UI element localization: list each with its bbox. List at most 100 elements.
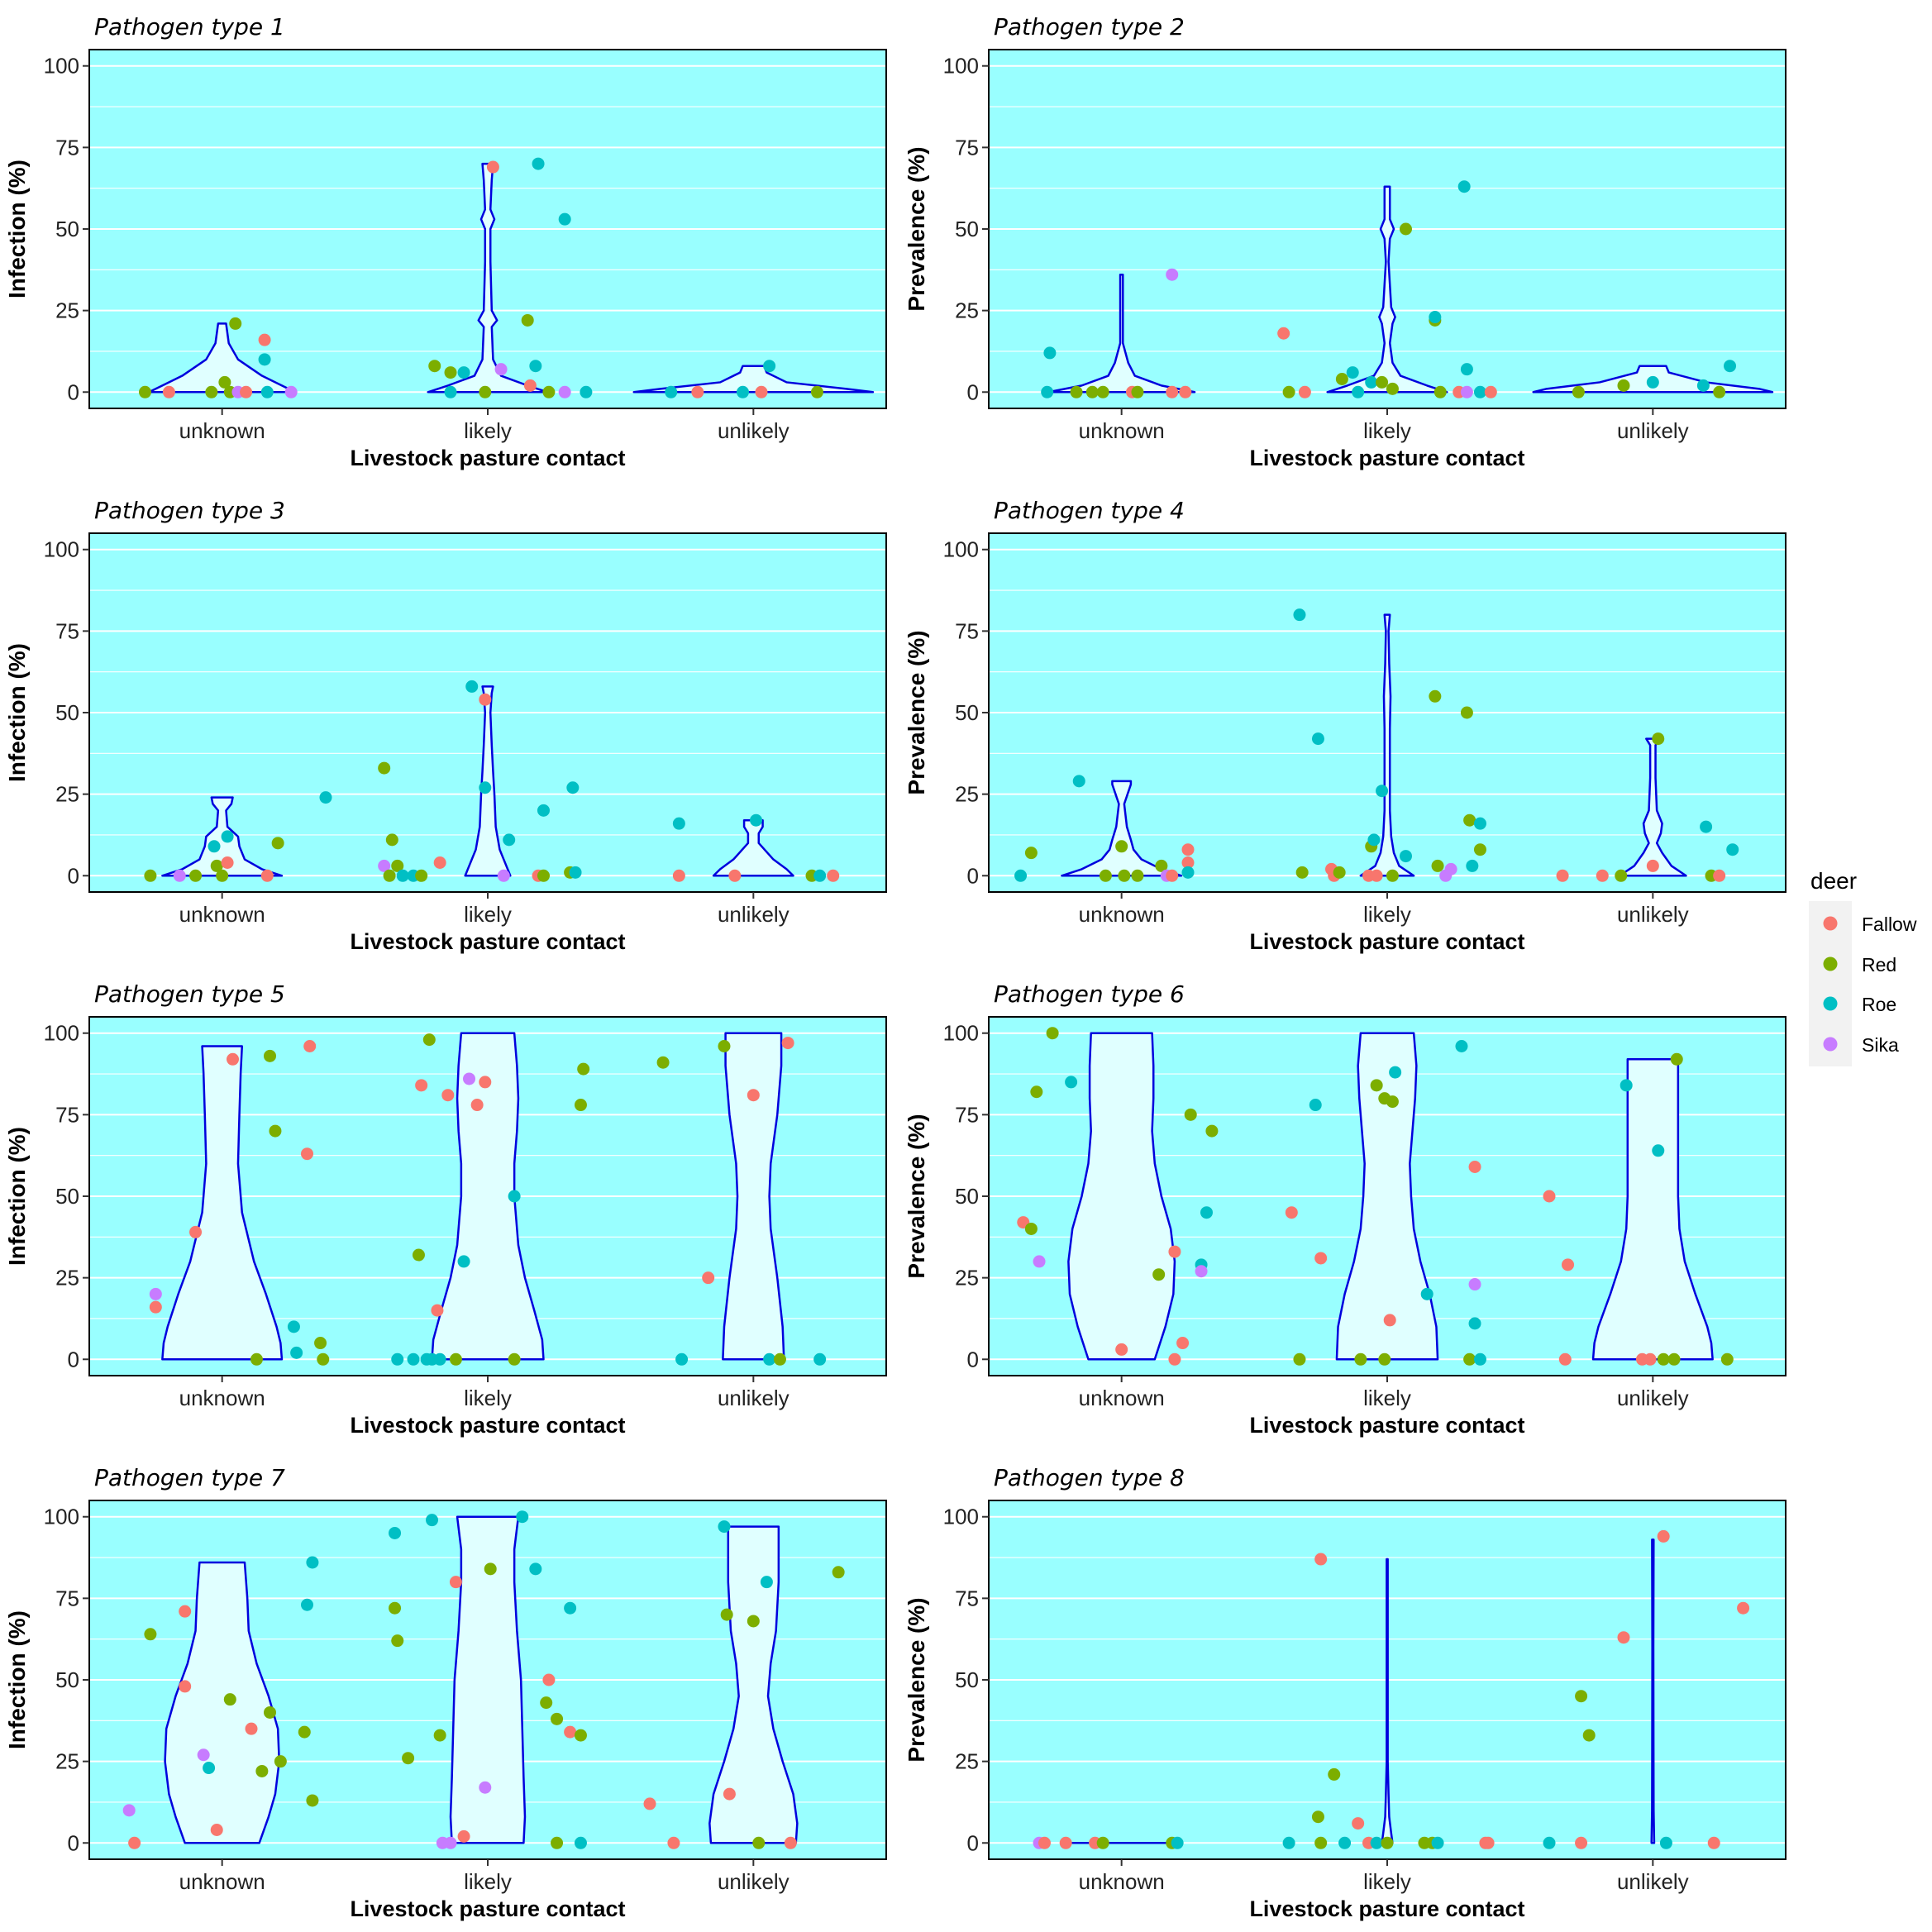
data-point-roe xyxy=(1352,385,1365,398)
data-point-sika xyxy=(497,869,510,882)
y-axis-label: Prevalence (%) xyxy=(904,1114,929,1278)
data-point-red xyxy=(1713,385,1726,398)
data-point-red xyxy=(1152,1268,1166,1281)
data-point-roe xyxy=(1365,375,1378,389)
data-point-fallow xyxy=(1166,869,1179,882)
data-point-red xyxy=(1184,1108,1197,1121)
data-point-fallow xyxy=(479,693,492,706)
x-axis-label: Livestock pasture contact xyxy=(1249,446,1524,470)
y-tick-label: 50 xyxy=(55,1667,79,1692)
data-point-roe xyxy=(580,385,593,398)
y-tick-label: 25 xyxy=(955,1266,979,1290)
panel-title: Pathogen type 4 xyxy=(994,497,1185,524)
violin-likely xyxy=(1359,613,1415,877)
data-point-sika xyxy=(1444,862,1457,875)
y-tick-label: 75 xyxy=(55,1586,79,1610)
data-point-red xyxy=(1311,1810,1324,1824)
data-point-sika xyxy=(479,1781,492,1794)
data-point-roe xyxy=(221,830,234,843)
data-point-fallow xyxy=(1168,1245,1181,1258)
data-point-red xyxy=(274,1755,287,1768)
y-tick-label: 25 xyxy=(55,782,79,807)
data-point-red xyxy=(444,366,457,379)
data-point-red xyxy=(1282,385,1295,398)
data-point-red xyxy=(1463,1352,1476,1366)
violin-unlikely xyxy=(1650,1538,1656,1844)
data-point-fallow xyxy=(1481,1836,1495,1849)
data-point-red xyxy=(551,1712,564,1725)
data-point-red xyxy=(1314,1836,1328,1849)
data-point-roe xyxy=(203,1762,216,1775)
data-point-red xyxy=(656,1056,670,1069)
data-point-red xyxy=(1670,1052,1683,1066)
data-point-red xyxy=(422,1033,436,1047)
data-point-red xyxy=(1572,385,1585,398)
data-point-fallow xyxy=(1314,1252,1328,1265)
x-tick-label: unknown xyxy=(1079,1869,1165,1894)
data-point-red xyxy=(306,1794,319,1807)
data-point-roe xyxy=(1181,866,1195,879)
data-point-red xyxy=(1667,1352,1681,1366)
data-point-roe xyxy=(1041,385,1054,398)
data-point-red xyxy=(540,1696,553,1710)
data-point-roe xyxy=(537,804,550,817)
data-point-red xyxy=(250,1352,263,1366)
x-tick-label: unknown xyxy=(179,418,265,443)
y-axis-label: Prevalence (%) xyxy=(904,1597,929,1762)
data-point-roe xyxy=(391,1352,404,1366)
data-point-roe xyxy=(566,781,580,794)
data-point-roe xyxy=(1370,1836,1383,1849)
data-point-roe xyxy=(1700,820,1713,833)
data-point-fallow xyxy=(162,385,175,398)
data-point-fallow xyxy=(1383,1314,1396,1327)
data-point-fallow xyxy=(784,1836,797,1849)
x-axis-label: Livestock pasture contact xyxy=(1249,1413,1524,1438)
data-point-fallow xyxy=(1484,385,1497,398)
y-tick-label: 50 xyxy=(55,700,79,725)
data-point-red xyxy=(720,1608,733,1621)
data-point-fallow xyxy=(1181,856,1195,869)
y-tick-label: 0 xyxy=(967,379,979,404)
data-point-red xyxy=(144,1628,157,1641)
data-point-roe xyxy=(665,385,678,398)
data-point-fallow xyxy=(1115,1343,1128,1356)
violin-likely xyxy=(1335,1032,1439,1361)
panel-1: Pathogen type 1 0 25 50 75 100 unknown likely un… xyxy=(4,13,887,470)
data-point-roe xyxy=(1543,1836,1556,1849)
y-axis-label: Infection (%) xyxy=(4,1610,30,1749)
y-tick-label: 75 xyxy=(955,618,979,643)
y-tick-label: 50 xyxy=(55,1184,79,1209)
data-point-roe xyxy=(1346,366,1359,379)
data-point-roe xyxy=(300,1598,313,1611)
data-point-sika xyxy=(463,1072,476,1085)
data-point-red xyxy=(1024,1222,1038,1235)
data-point-red xyxy=(1131,869,1144,882)
data-point-red xyxy=(383,869,396,882)
data-point-fallow xyxy=(1737,1601,1750,1615)
panel-2: Pathogen type 2 0 25 50 75 100 unknown likely un… xyxy=(904,13,1787,470)
data-point-roe xyxy=(479,781,492,794)
data-point-fallow xyxy=(1556,869,1569,882)
data-point-fallow xyxy=(486,160,499,174)
data-point-red xyxy=(1354,1352,1367,1366)
data-point-red xyxy=(832,1566,845,1579)
data-point-roe xyxy=(1293,608,1306,622)
data-point-fallow xyxy=(300,1147,313,1161)
data-point-fallow xyxy=(1468,1160,1481,1173)
panel-title: Pathogen type 6 xyxy=(994,980,1185,1008)
x-tick-label: unlikely xyxy=(718,902,789,927)
data-point-red xyxy=(542,385,556,398)
data-point-sika xyxy=(1468,1278,1481,1291)
data-point-sika xyxy=(494,363,508,376)
data-point-fallow xyxy=(449,1576,462,1589)
data-point-sika xyxy=(558,385,571,398)
data-point-roe xyxy=(1309,1099,1322,1112)
data-point-fallow xyxy=(260,869,274,882)
data-point-roe xyxy=(763,1352,776,1366)
data-point-roe xyxy=(1726,843,1739,856)
data-point-red xyxy=(1473,843,1486,856)
data-point-roe xyxy=(1072,775,1085,788)
data-point-roe xyxy=(1014,869,1028,882)
data-point-fallow xyxy=(1543,1190,1556,1203)
